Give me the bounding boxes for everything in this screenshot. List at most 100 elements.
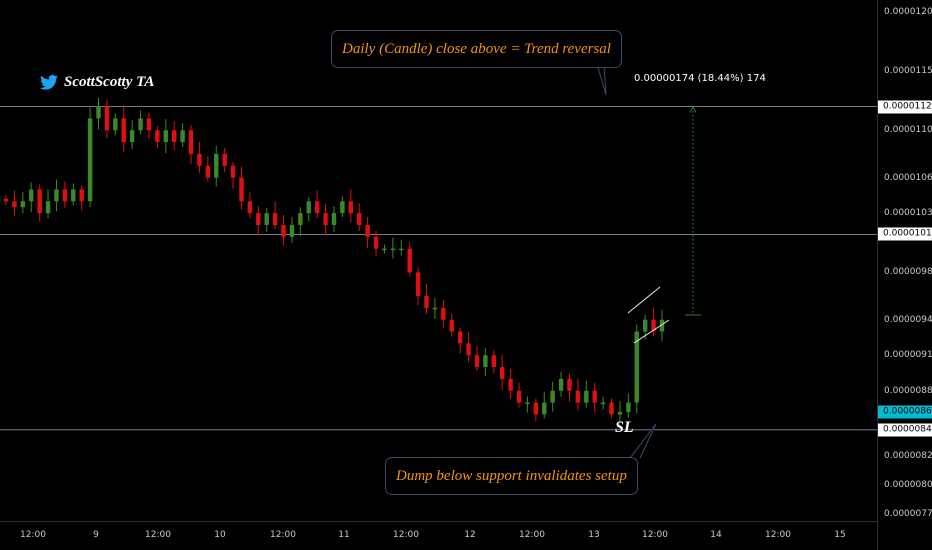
time-tick-label: 13 bbox=[588, 530, 600, 540]
candle-body bbox=[197, 153, 202, 166]
candle-body bbox=[256, 213, 261, 225]
candle-body bbox=[71, 189, 76, 202]
candle-body bbox=[600, 402, 606, 405]
candle-body bbox=[54, 189, 59, 202]
time-tick-label: 9 bbox=[93, 530, 99, 540]
channel-upper-line bbox=[627, 286, 661, 314]
candle-body bbox=[289, 224, 295, 237]
candle-body bbox=[20, 201, 26, 208]
candle-body bbox=[491, 355, 496, 368]
time-axis[interactable]: 12:00 9 12:00 10 12:00 11 12:00 12 12:00 13 12:00 1… bbox=[0, 521, 877, 550]
candle-body bbox=[247, 201, 253, 214]
candle-body bbox=[138, 118, 143, 131]
candle-body bbox=[348, 201, 354, 214]
candle-body bbox=[331, 213, 337, 225]
candle-body bbox=[399, 248, 404, 251]
time-tick-label: 12:00 bbox=[393, 530, 419, 540]
time-tick-label: 14 bbox=[710, 530, 722, 540]
candle-body bbox=[272, 213, 278, 225]
candle-body bbox=[390, 248, 396, 251]
candle-body bbox=[239, 177, 244, 202]
trend-reversal-text: Daily (Candle) close above = Trend rever… bbox=[342, 41, 611, 57]
candle-body bbox=[516, 390, 522, 403]
candle-body bbox=[357, 213, 362, 225]
price-badge-support: 0.00000847 bbox=[878, 423, 932, 437]
time-tick-label: 12:00 bbox=[519, 530, 545, 540]
candle-body bbox=[550, 390, 555, 403]
brand-name: ScottScotty TA bbox=[64, 74, 155, 90]
candle-body bbox=[281, 224, 286, 237]
candle-body bbox=[146, 118, 152, 131]
candle-body bbox=[441, 307, 446, 320]
twitter-bird-icon bbox=[40, 75, 58, 90]
time-tick-label: 12:00 bbox=[20, 530, 46, 540]
candle-body bbox=[483, 355, 488, 368]
candle-body bbox=[214, 153, 219, 178]
channel-lower-line bbox=[633, 319, 670, 344]
candle-body bbox=[264, 213, 269, 225]
candle-body bbox=[500, 367, 505, 379]
candle-body bbox=[323, 213, 328, 225]
candle-body bbox=[474, 355, 480, 368]
invalidation-text: Dump below support invalidates setup bbox=[396, 468, 627, 484]
candle-body bbox=[155, 130, 160, 143]
invalidation-note[interactable]: Dump below support invalidates setup bbox=[385, 457, 638, 495]
candle-body bbox=[222, 153, 227, 166]
time-tick-label: 12:00 bbox=[765, 530, 791, 540]
price-badge-resistance: 0.00001120 bbox=[878, 100, 932, 114]
chart-area[interactable] bbox=[0, 0, 877, 521]
candle-body bbox=[298, 213, 303, 225]
time-tick-label: 15 bbox=[834, 530, 846, 540]
candle-body bbox=[533, 402, 539, 415]
candle-body bbox=[466, 343, 471, 356]
candle-body bbox=[163, 130, 168, 143]
candle-body bbox=[96, 106, 101, 119]
candle-body bbox=[584, 390, 589, 403]
candle-body bbox=[37, 189, 42, 214]
candle-body bbox=[113, 118, 118, 131]
time-tick-label: 10 bbox=[214, 530, 226, 540]
candle-body bbox=[180, 130, 185, 143]
candle-body bbox=[542, 402, 547, 415]
candle-body bbox=[306, 201, 311, 214]
candle-body bbox=[373, 236, 379, 249]
candle-body bbox=[205, 165, 211, 178]
candle-body bbox=[651, 319, 656, 332]
candle-body bbox=[314, 201, 320, 214]
price-tick-label: 0.00000825 bbox=[884, 450, 932, 461]
candle-body bbox=[12, 201, 17, 208]
candle-body bbox=[87, 118, 93, 202]
time-tick-label: 12 bbox=[464, 530, 476, 540]
price-badge-middle: 0.00001012 bbox=[878, 227, 932, 241]
candle-body bbox=[592, 390, 597, 403]
candle-body bbox=[634, 331, 639, 403]
trend-reversal-note[interactable]: Daily (Candle) close above = Trend rever… bbox=[331, 30, 622, 68]
candle-body bbox=[382, 248, 387, 251]
candle-body bbox=[659, 319, 665, 332]
candle-body bbox=[449, 319, 454, 332]
callout-pointer-top bbox=[596, 63, 607, 96]
time-tick-label: 11 bbox=[338, 530, 350, 540]
candlestick-chart[interactable] bbox=[0, 0, 877, 521]
brand-watermark: ScottScotty TA bbox=[40, 74, 154, 91]
candle-body bbox=[172, 130, 177, 143]
candle-body bbox=[3, 198, 9, 202]
candle-body bbox=[457, 331, 463, 344]
time-tick-label: 12:00 bbox=[270, 530, 296, 540]
candle-body bbox=[432, 307, 438, 310]
candle-body bbox=[121, 118, 126, 143]
candle-body bbox=[45, 201, 51, 214]
candle-body bbox=[508, 378, 513, 391]
candle-body bbox=[104, 106, 110, 131]
price-tick-label: 0.00000776 bbox=[884, 508, 932, 519]
candle-body bbox=[609, 402, 614, 415]
